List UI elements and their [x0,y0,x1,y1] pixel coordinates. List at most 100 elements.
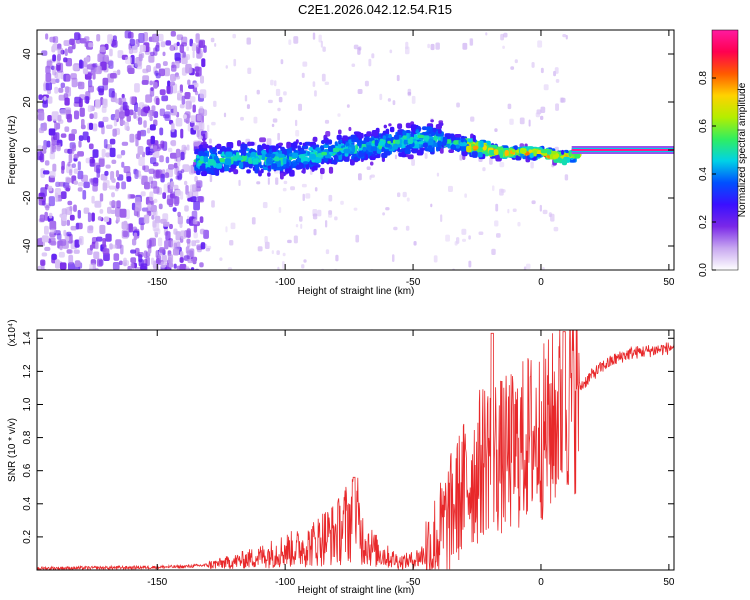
spectrogram-cell [360,140,367,145]
spectrogram-cell [207,145,213,149]
spectrogram-cell [112,128,117,137]
spectrogram-cell [58,87,64,93]
spectrogram-cell [382,212,386,216]
spectrogram-cell [193,125,199,131]
spectrogram-cell [199,228,205,235]
spectrogram-cell [113,117,118,127]
spectrogram-cell [315,147,321,152]
spectrogram-cell [351,146,356,153]
spectrogram-cell [153,228,161,235]
y-tick-label: 0.6 [22,463,33,477]
spectrogram-cell [118,97,122,105]
spectrogram-cell [530,161,534,169]
spectrogram-cell [346,104,350,108]
snr-frame [36,329,675,571]
colorbar-label: Normalized spectral amplitude [737,82,748,217]
spectrogram-cell [208,159,215,166]
spectrogram-cell [41,50,48,56]
spectrogram-cell [244,95,248,102]
spectrogram-cell [500,189,506,193]
spectrogram-cell [507,103,512,110]
spectrogram-carrier-core [571,149,674,151]
spectrogram-cell [193,201,200,211]
spectrogram-cell [137,130,141,141]
spectrogram-cell [460,139,465,143]
spectrogram-cell [54,71,58,79]
spectrogram-cell [460,144,466,152]
spectrogram-cell [293,235,298,244]
spectrogram-cell [157,33,164,42]
spectrogram-cell [103,54,109,63]
spectrogram-cell [468,260,472,268]
spectrogram-cell [511,148,516,153]
spectrogram-cell [261,153,266,161]
spectrogram-cell [96,258,103,267]
spectrogram-cell [149,80,153,86]
spectrogram-cell [357,140,362,147]
spectrogram-cell [58,251,65,258]
spectrogram-cell [351,63,356,67]
spectrogram-cell [198,196,205,203]
spectrogram-cell [318,34,322,43]
spectrogram-cell [78,135,84,142]
spectrogram-cell [277,142,283,146]
spectrogram-cell [63,40,71,46]
spectrogram-cell [97,216,102,221]
spectrogram-cell [162,192,167,199]
spectrogram-cell [49,78,56,85]
spectrogram-cell [165,40,172,46]
spectrogram-cell [328,194,333,202]
spectrogram-cell [121,93,125,99]
spectrogram-cell [49,171,56,178]
spectrogram-cell [357,132,364,139]
spectrogram-cell [194,66,200,72]
spectrogram-cell [238,179,241,186]
spectrogram-cell [196,128,200,138]
spectrogram-cell [422,142,428,148]
spectrogram-cell [83,68,89,75]
spectrogram-cell [138,156,145,166]
spectrogram-cell [66,219,70,226]
spectrogram-cell [364,80,369,87]
x-tick-label: -100 [275,277,295,288]
spectrogram-cell [179,221,183,229]
spectrogram-cell [282,149,287,155]
spectrogram-cell [238,161,244,169]
spectrogram-cell [103,216,110,222]
spectrogram-cell [37,238,44,246]
spectrogram-cell [550,150,557,155]
spectrogram-cell [271,250,274,255]
spectrogram-cell [144,181,150,190]
spectrogram-cell [37,145,42,150]
spectrogram-cell [150,157,157,165]
spectrogram-cell [39,214,45,222]
spectrogram-cell [84,96,90,104]
spectrogram-cell [328,145,334,152]
spectrogram-cell [448,149,455,153]
colorbar-ticks: 0.0 0.2 0.4 0.6 0.8 [698,71,716,277]
spectrogram-cell [143,32,148,42]
spectrogram-cell [111,178,116,183]
spectrogram-cell [110,201,118,209]
spectrogram-cell [111,192,115,198]
x-tick-label: -50 [406,277,421,288]
spectrogram-cell [317,209,322,217]
spectrogram-cell [388,134,392,139]
x-tick-label: 0 [538,277,544,288]
spectrogram-cell [185,54,191,61]
spectrogram-cell [235,152,240,159]
spectrogram-cell [314,90,317,97]
colorbar: 0.0 0.2 0.4 0.6 0.8 Normalized spectral ampl… [698,29,748,277]
spectrogram-cell [206,167,211,171]
x-tick-label: -150 [147,577,167,588]
spectrogram-cell [48,128,56,136]
spectrogram-cell [111,40,118,48]
spectrogram-cell [461,228,467,235]
spectrogram-cell [143,214,150,224]
spectrogram-cell [151,257,155,265]
spectrogram-cell [77,161,81,171]
spectrogram-cell [140,191,146,197]
spectrogram-cell [159,108,165,117]
spectrogram-cell [230,164,237,169]
spectrogram-cell [214,43,217,47]
